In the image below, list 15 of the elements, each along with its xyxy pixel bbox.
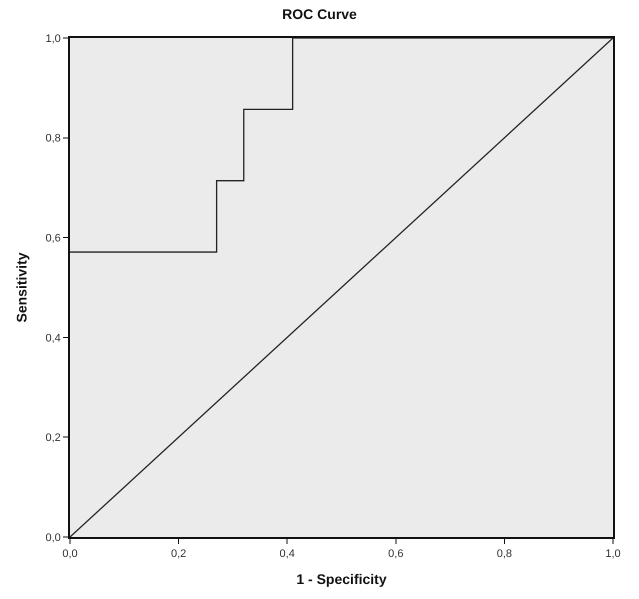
x-tick-label: 0,6 [388,548,404,560]
x-tick-label: 0,2 [170,548,186,560]
x-tick-label: 1,0 [605,548,621,560]
y-tick-label: 0,2 [46,432,61,444]
x-tick-label: 0,8 [496,548,512,560]
y-tick-label: 1,0 [46,32,61,45]
y-tick-label: 0,6 [46,232,61,244]
chart-title: ROC Curve [282,6,358,22]
x-tick-label: 0,4 [280,548,295,560]
y-tick-label: 0,8 [46,132,61,145]
x-axis-title: 1 - Specificity [296,571,387,587]
y-tick-label: 0,0 [46,532,61,544]
x-tick-label: 0,0 [62,548,78,560]
y-tick-label: 0,4 [46,332,61,344]
y-axis-title: Sensitivity [14,252,30,323]
